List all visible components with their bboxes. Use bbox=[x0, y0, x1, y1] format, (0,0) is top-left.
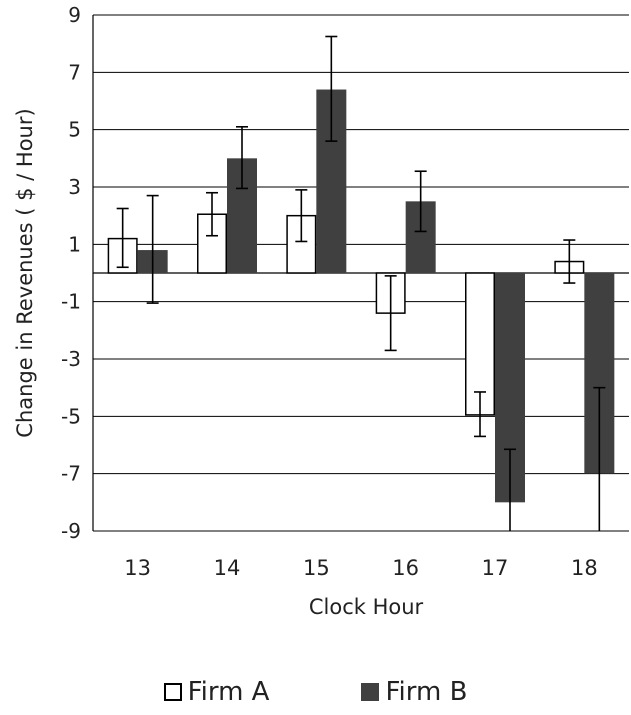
y-tick-label: 3 bbox=[68, 175, 81, 199]
x-tick-label: 18 bbox=[571, 556, 598, 580]
legend: Firm A Firm B bbox=[0, 670, 631, 714]
x-tick-label: 17 bbox=[482, 556, 509, 580]
chart: 9 7 5 3 1 -1 -3 -5 -7 -9 13 14 15 16 17 18 Change in R… bbox=[13, 3, 629, 619]
x-tick-label: 13 bbox=[124, 556, 151, 580]
y-tick-label: -9 bbox=[61, 519, 81, 543]
y-tick-labels: 9 7 5 3 1 -1 -3 -5 -7 -9 bbox=[61, 3, 81, 543]
legend-label-firm-b: Firm B bbox=[385, 677, 468, 707]
y-tick-label: -7 bbox=[61, 462, 81, 486]
y-tick-label: -1 bbox=[61, 290, 81, 314]
y-tick-label: 1 bbox=[68, 232, 81, 256]
x-tick-label: 16 bbox=[392, 556, 419, 580]
x-tick-label: 15 bbox=[303, 556, 330, 580]
legend-item-firm-b: Firm B bbox=[361, 677, 467, 707]
legend-item-firm-a: Firm A bbox=[163, 677, 270, 707]
grid-lines bbox=[92, 14, 629, 532]
y-tick-label: 5 bbox=[68, 118, 81, 142]
y-tick-label: -3 bbox=[61, 347, 81, 371]
x-axis-title: Clock Hour bbox=[309, 595, 424, 619]
error-bars bbox=[116, 35, 606, 531]
y-tick-label: -5 bbox=[61, 404, 81, 428]
legend-label-firm-a: Firm A bbox=[187, 677, 270, 707]
y-tick-label: 9 bbox=[68, 3, 81, 27]
x-tick-label: 14 bbox=[214, 556, 241, 580]
legend-swatch-firm-a bbox=[163, 683, 182, 701]
y-axis-title: Change in Revenues ( $ / Hour) bbox=[13, 108, 37, 437]
y-tick-label: 7 bbox=[68, 60, 81, 84]
legend-swatch-firm-b bbox=[361, 683, 380, 701]
bars bbox=[107, 89, 615, 503]
x-tick-labels: 13 14 15 16 17 18 bbox=[124, 556, 597, 580]
